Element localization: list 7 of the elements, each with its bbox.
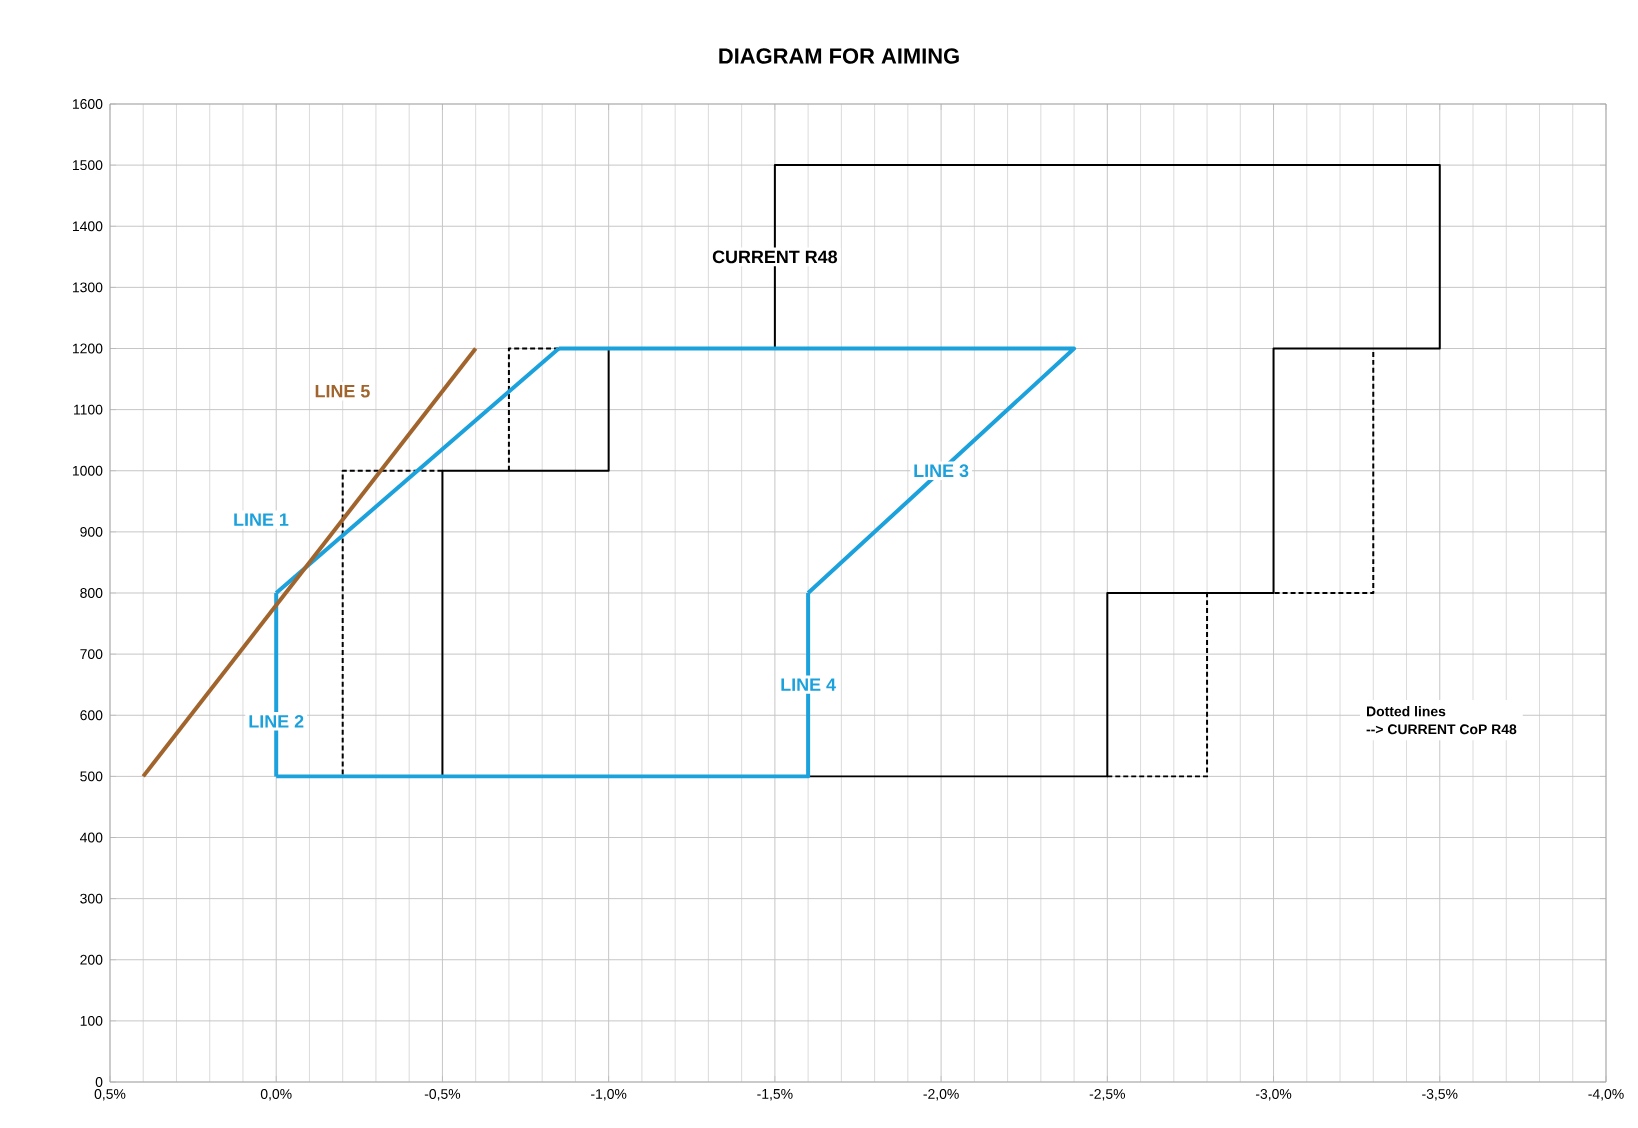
- text: LINE 1: [234, 513, 289, 526]
- series-label: LINE 3: [914, 464, 969, 478]
- series-label: CURRENT R48: [712, 250, 838, 264]
- text: LINE 5: [315, 385, 370, 398]
- series-label: LINE 2: [249, 715, 304, 728]
- chart-title: DIAGRAM FOR AIMING: [719, 48, 959, 64]
- series-label: LINE 4: [781, 678, 836, 691]
